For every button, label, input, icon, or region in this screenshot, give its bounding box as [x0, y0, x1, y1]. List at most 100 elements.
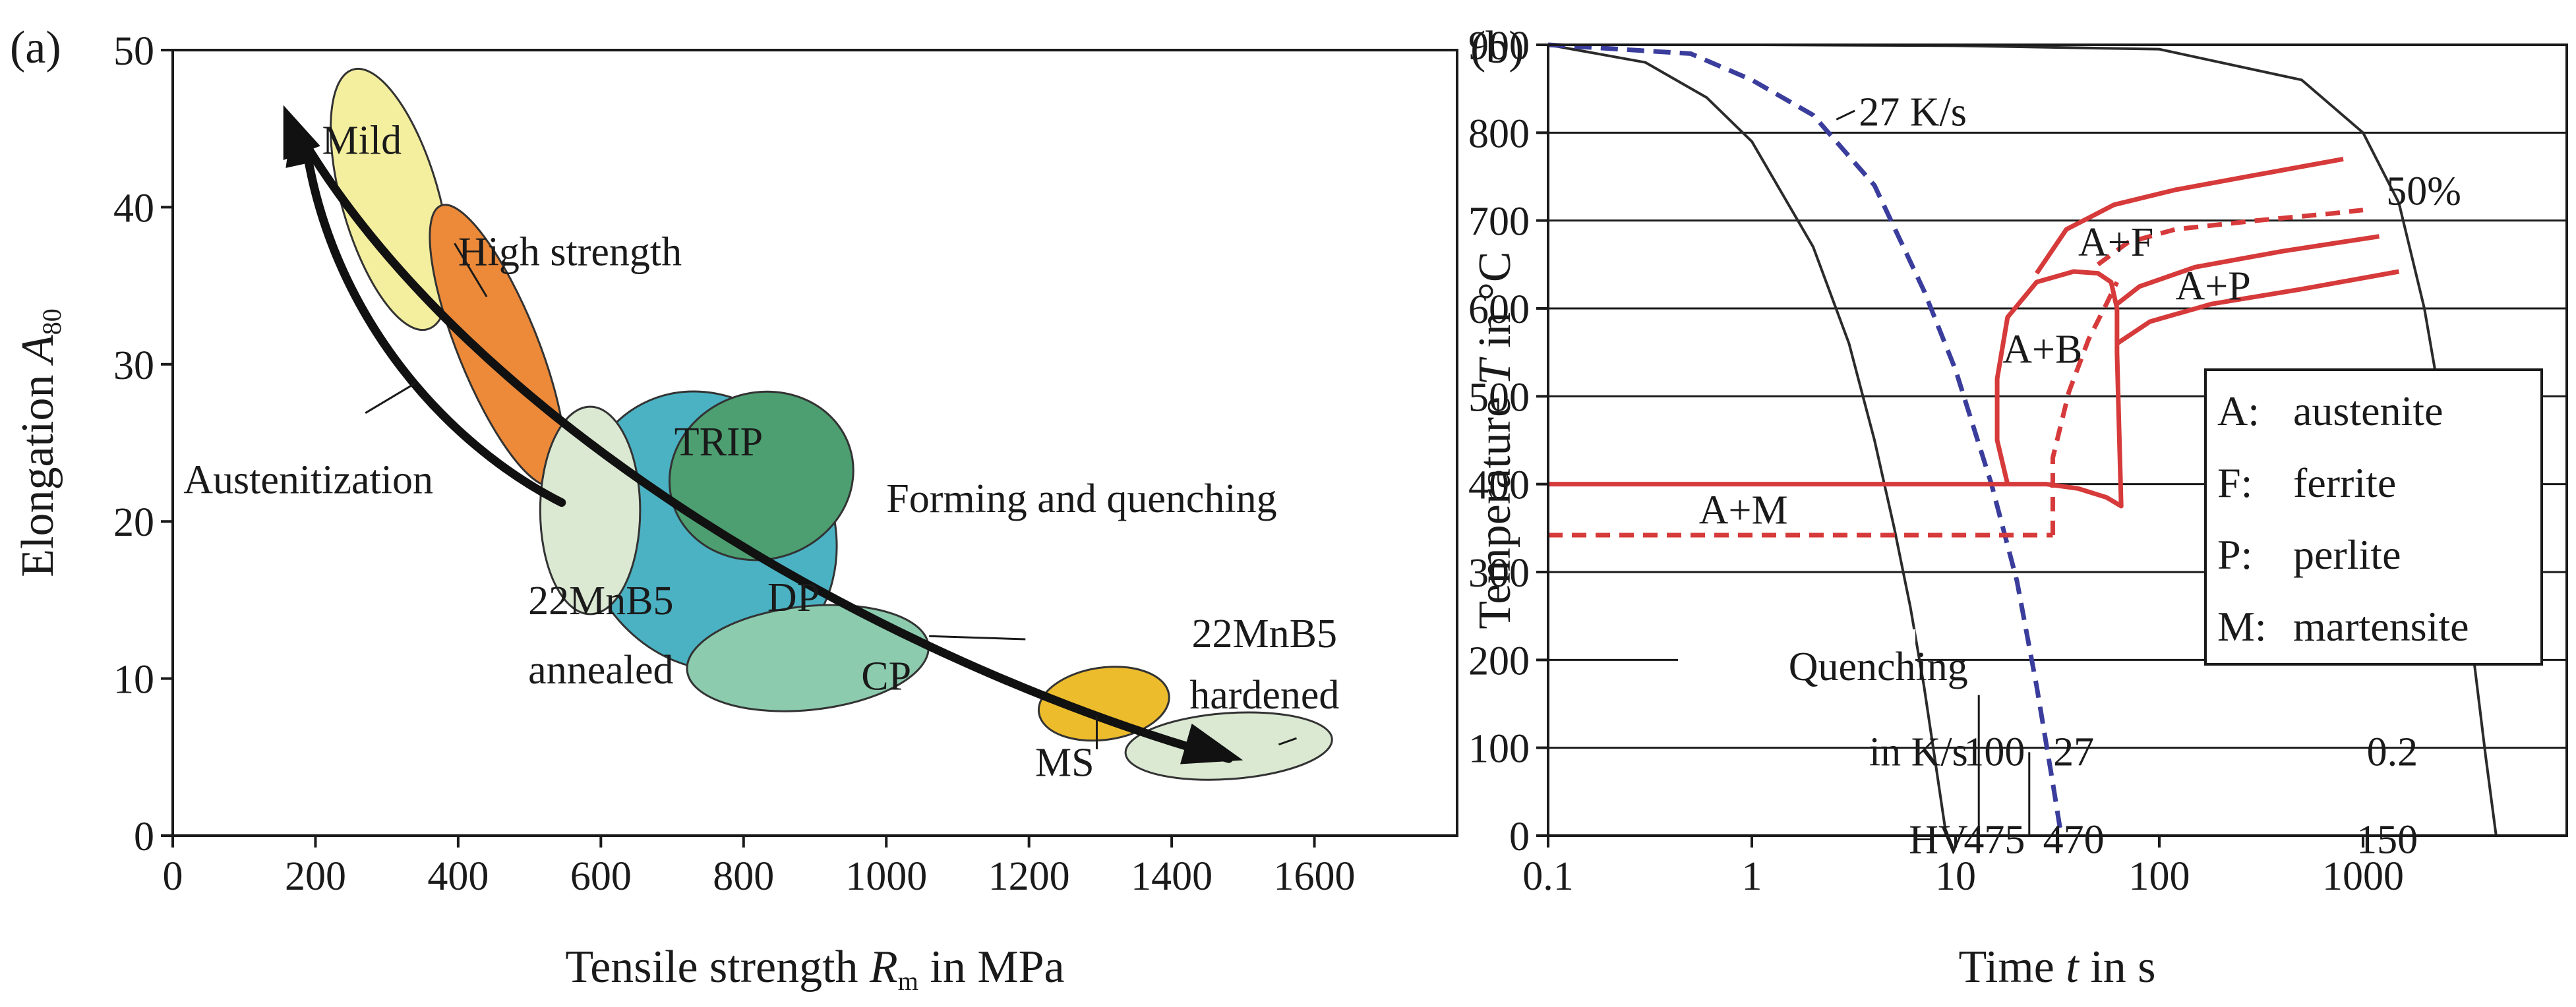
- x-tick-label-200: 200: [285, 854, 346, 899]
- x-title-symbol: R: [869, 942, 898, 993]
- x-tick-label-400: 400: [427, 854, 489, 899]
- b-x-tick-label-1000: 1000: [2322, 854, 2404, 899]
- region-mild: [330, 67, 452, 331]
- b-y-tick-label-600: 600: [1468, 287, 1530, 332]
- cooling-curve-100-k-s: [1547, 43, 1948, 836]
- quench-hv-150: 150: [2356, 818, 2418, 863]
- panel-a-plot-frame: [171, 49, 1458, 837]
- by-title-prefix: Temperature: [1470, 385, 1520, 629]
- b-y-tick-label-200: 200: [1468, 639, 1530, 683]
- b-y-tick-label-300: 300: [1468, 551, 1530, 596]
- annotation-22mnb5-hardened-line2: hardened: [1189, 673, 1339, 718]
- legend-key-ferrite: F:: [2217, 459, 2252, 506]
- y-title-sub: 80: [37, 308, 67, 335]
- transformation-curve-50-dashed: [2096, 208, 2364, 267]
- panel-a-x-axis-title: Tensile strength Rm in MPa: [565, 942, 1064, 996]
- quench-hv-470: 470: [2043, 818, 2105, 863]
- b-y-tick-label-400: 400: [1468, 463, 1530, 508]
- y-title-prefix: Elongation: [13, 363, 63, 577]
- austenitization-arrow-head: [285, 119, 320, 168]
- transformation-curve-a-f-upper: [2035, 156, 2344, 275]
- panel-b-label: (b): [1470, 22, 1524, 73]
- b-x-tick-label-100: 100: [2129, 854, 2190, 899]
- label-50-percent: 50%: [2386, 169, 2461, 214]
- annotation-22mnb5-annealed-line1: 22MnB5: [528, 579, 673, 623]
- label-a-plus-f: A+F: [2078, 220, 2153, 265]
- b-y-tick-label-0: 0: [1509, 815, 1530, 859]
- legend-value-ferrite: ferrite: [2293, 459, 2396, 506]
- transformation-curve-a-p-lower: [2115, 269, 2400, 346]
- region-label-cp: CP: [861, 654, 911, 699]
- panel-a-region-labels: Mild DP CP TRIP: [322, 118, 911, 699]
- x-tick-label-1200: 1200: [988, 854, 1070, 899]
- region-label-dp: DP: [767, 575, 820, 620]
- panel-a-y-axis: 0 10 20 30 40 50: [113, 29, 173, 859]
- quench-rate-27: 27: [2053, 730, 2094, 774]
- legend-key-austenite: A:: [2217, 388, 2260, 434]
- annotation-austenitization: Austenitization: [183, 457, 433, 502]
- legend-value-martensite: martensite: [2293, 603, 2469, 650]
- panel-b-y-axis-title: Temperature T in °C: [1470, 251, 1520, 629]
- bx-title-prefix: Time: [1959, 942, 2066, 993]
- panel-a-arrows: [283, 105, 1297, 764]
- panel-a-x-axis: 0 200 400 600 800 1000 1200 1400 1600: [163, 836, 1356, 899]
- panel-a-regions: [330, 67, 1333, 781]
- forming-arrow-head-right: [1180, 724, 1243, 764]
- b-y-tick-label-500: 500: [1468, 375, 1530, 420]
- label-a-plus-p: A+P: [2175, 264, 2250, 309]
- y-tick-label-30: 30: [113, 343, 154, 388]
- annotation-22mnb5-hardened-line1: 22MnB5: [1192, 612, 1337, 656]
- x-tick-label-1400: 1400: [1131, 854, 1213, 899]
- annotation-high-strength: High strength: [458, 230, 682, 275]
- x-tick-label-800: 800: [713, 854, 774, 899]
- b-y-tick-label-800: 800: [1468, 111, 1530, 156]
- b-x-tick-label-1: 1: [1742, 854, 1762, 899]
- region-label-mild: Mild: [322, 118, 402, 163]
- legend-key-martensite: M:: [2217, 603, 2267, 650]
- b-y-tick-label-700: 700: [1468, 200, 1530, 245]
- y-tick-label-10: 10: [113, 658, 154, 703]
- x-tick-label-0: 0: [163, 854, 183, 899]
- leader-line-1: [365, 382, 416, 414]
- x-title-prefix: Tensile strength: [565, 942, 870, 993]
- region-ms: [1037, 666, 1170, 742]
- panel-a: (a) Mild DP CP TRIP High strength Austeniti…: [10, 22, 1458, 996]
- quench-table: Quenching in K/s HV 100 27 0.2 475 470 150: [1678, 629, 2418, 863]
- leader-line-0: [454, 243, 488, 298]
- annotation-ms: MS: [1035, 740, 1094, 785]
- rate-label-leader: [1836, 109, 1855, 121]
- b-y-tick-label-100: 100: [1468, 727, 1530, 772]
- y-tick-label-50: 50: [113, 29, 154, 74]
- legend-value-perlite: perlite: [2293, 531, 2401, 578]
- by-title-symbol: T: [1470, 356, 1520, 385]
- quench-rate-0-2: 0.2: [2367, 730, 2418, 774]
- panel-b-x-axis-title: Time t in s: [1959, 942, 2156, 993]
- b-y-tick-label-900: 900: [1468, 24, 1530, 69]
- quench-table-values: 100 27 0.2 475 470 150: [1963, 695, 2418, 863]
- transformation-curve-bainite-dashed: [2050, 281, 2120, 535]
- y-title-symbol: A: [13, 335, 63, 366]
- quench-rate-100: 100: [1963, 730, 2025, 774]
- panel-a-label: (a): [10, 22, 61, 73]
- region-22mnb5-hardened: [1124, 711, 1333, 781]
- quench-table-rate-label: in K/s: [1869, 730, 1968, 774]
- quench-table-title-bg: [1678, 629, 1915, 682]
- label-a-plus-m: A+M: [1699, 488, 1788, 533]
- panel-b-x-axis: 0.1 1 10 100 1000: [1522, 836, 2404, 899]
- y-tick-label-0: 0: [134, 815, 154, 859]
- transformation-curve-bainite-solid: [1994, 269, 2124, 509]
- annotation-22mnb5-annealed-line2: annealed: [528, 648, 673, 693]
- by-title-suffix: in °C: [1470, 251, 1520, 359]
- legend-box: [2204, 368, 2543, 666]
- legend-key-perlite: P:: [2217, 531, 2252, 578]
- quench-table-hv-label: HV: [1909, 818, 1968, 863]
- legend-entries: A: austenite F: ferrite P: perlite M: martensit…: [2217, 388, 2469, 650]
- quench-table-title: Quenching: [1789, 645, 1968, 689]
- y-tick-label-40: 40: [113, 186, 154, 231]
- annotation-forming-and-quenching: Forming and quenching: [886, 476, 1276, 521]
- legend-value-austenite: austenite: [2293, 388, 2443, 434]
- x-tick-label-600: 600: [570, 854, 632, 899]
- panel-b: (b) 27 K/s A+M A+B A+F A+P 50% Quenching…: [1468, 22, 2568, 993]
- transformation-curve-a-p-mid: [2115, 234, 2380, 306]
